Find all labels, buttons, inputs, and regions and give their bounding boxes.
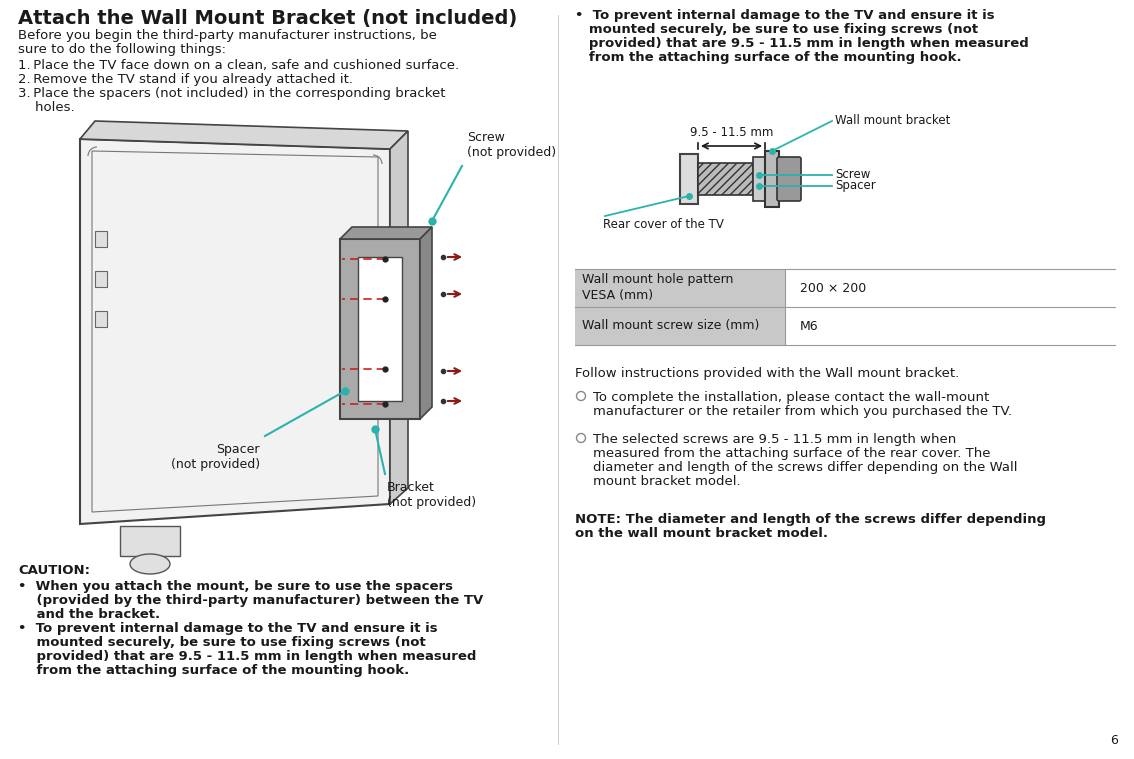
Bar xyxy=(765,151,779,207)
Bar xyxy=(358,257,401,401)
Bar xyxy=(95,311,107,327)
Text: 6: 6 xyxy=(1110,734,1118,747)
Text: Spacer
(not provided): Spacer (not provided) xyxy=(171,443,260,471)
FancyBboxPatch shape xyxy=(777,157,801,201)
Text: 200 × 200: 200 × 200 xyxy=(799,282,866,294)
Text: 1. Place the TV face down on a clean, safe and cushioned surface.: 1. Place the TV face down on a clean, sa… xyxy=(18,59,459,72)
Text: 2. Remove the TV stand if you already attached it.: 2. Remove the TV stand if you already at… xyxy=(18,73,353,86)
Polygon shape xyxy=(340,227,432,239)
Text: NOTE: The diameter and length of the screws differ depending: NOTE: The diameter and length of the scr… xyxy=(575,513,1046,526)
Text: •  When you attach the mount, be sure to use the spacers: • When you attach the mount, be sure to … xyxy=(18,580,452,593)
Text: Wall mount bracket: Wall mount bracket xyxy=(835,115,950,128)
Text: (provided by the third-party manufacturer) between the TV: (provided by the third-party manufacture… xyxy=(18,594,483,607)
Text: mount bracket model.: mount bracket model. xyxy=(593,475,741,488)
Text: The selected screws are 9.5 - 11.5 mm in length when: The selected screws are 9.5 - 11.5 mm in… xyxy=(593,433,956,446)
Text: and the bracket.: and the bracket. xyxy=(18,608,160,621)
Bar xyxy=(340,239,420,419)
Text: To complete the installation, please contact the wall-mount: To complete the installation, please con… xyxy=(593,391,989,404)
Polygon shape xyxy=(420,227,432,419)
Text: provided) that are 9.5 - 11.5 mm in length when measured: provided) that are 9.5 - 11.5 mm in leng… xyxy=(18,650,476,663)
Text: on the wall mount bracket model.: on the wall mount bracket model. xyxy=(575,527,828,540)
Polygon shape xyxy=(81,121,408,149)
Text: Before you begin the third-party manufacturer instructions, be: Before you begin the third-party manufac… xyxy=(18,29,437,42)
Bar xyxy=(680,154,699,204)
Text: provided) that are 9.5 - 11.5 mm in length when measured: provided) that are 9.5 - 11.5 mm in leng… xyxy=(575,37,1029,50)
Text: diameter and length of the screws differ depending on the Wall: diameter and length of the screws differ… xyxy=(593,461,1017,474)
Bar xyxy=(575,269,785,307)
Text: •  To prevent internal damage to the TV and ensure it is: • To prevent internal damage to the TV a… xyxy=(575,9,995,22)
Text: sure to do the following things:: sure to do the following things: xyxy=(18,43,226,56)
Text: from the attaching surface of the mounting hook.: from the attaching surface of the mounti… xyxy=(18,664,409,677)
Bar xyxy=(699,163,753,195)
Ellipse shape xyxy=(130,554,170,574)
Bar xyxy=(95,271,107,287)
Text: •  To prevent internal damage to the TV and ensure it is: • To prevent internal damage to the TV a… xyxy=(18,622,438,635)
Text: mounted securely, be sure to use fixing screws (not: mounted securely, be sure to use fixing … xyxy=(575,23,979,36)
Bar xyxy=(120,526,180,556)
Text: measured from the attaching surface of the rear cover. The: measured from the attaching surface of t… xyxy=(593,447,990,460)
Bar xyxy=(575,307,785,345)
Bar xyxy=(753,157,765,201)
Text: Wall mount screw size (mm): Wall mount screw size (mm) xyxy=(582,320,760,332)
Text: Spacer: Spacer xyxy=(835,179,875,192)
Polygon shape xyxy=(81,139,390,524)
Bar xyxy=(95,231,107,247)
Text: mounted securely, be sure to use fixing screws (not: mounted securely, be sure to use fixing … xyxy=(18,636,425,649)
Text: Rear cover of the TV: Rear cover of the TV xyxy=(603,218,723,231)
Text: Screw: Screw xyxy=(835,168,871,181)
Text: Attach the Wall Mount Bracket (not included): Attach the Wall Mount Bracket (not inclu… xyxy=(18,9,517,28)
Text: 3. Place the spacers (not included) in the corresponding bracket: 3. Place the spacers (not included) in t… xyxy=(18,87,446,100)
Text: Follow instructions provided with the Wall mount bracket.: Follow instructions provided with the Wa… xyxy=(575,367,959,380)
Text: CAUTION:: CAUTION: xyxy=(18,564,90,577)
Text: 9.5 - 11.5 mm: 9.5 - 11.5 mm xyxy=(689,126,773,139)
Text: Bracket
(not provided): Bracket (not provided) xyxy=(387,481,476,509)
Text: M6: M6 xyxy=(799,320,819,332)
Text: Wall mount hole pattern
VESA (mm): Wall mount hole pattern VESA (mm) xyxy=(582,273,734,303)
Text: manufacturer or the retailer from which you purchased the TV.: manufacturer or the retailer from which … xyxy=(593,405,1012,418)
Text: holes.: holes. xyxy=(18,101,75,114)
Text: Screw
(not provided): Screw (not provided) xyxy=(467,131,556,159)
Text: from the attaching surface of the mounting hook.: from the attaching surface of the mounti… xyxy=(575,51,962,64)
Polygon shape xyxy=(390,131,408,504)
